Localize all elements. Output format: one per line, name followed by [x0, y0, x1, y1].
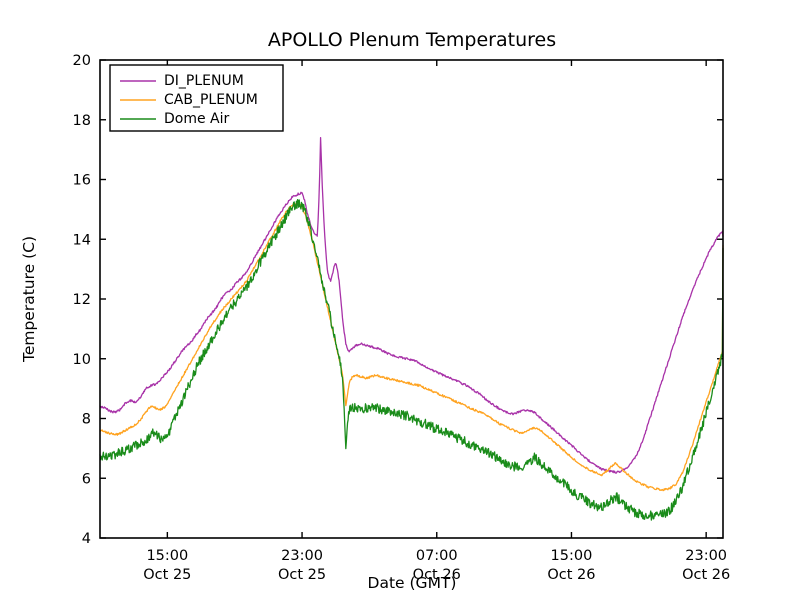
- x-tick-label-date: Oct 25: [278, 567, 326, 583]
- plot-frame: [99, 59, 724, 539]
- y-axis-ticks: 4 6 8 10 12 14 16 18 20: [73, 53, 723, 547]
- y-tick-label: 4: [82, 531, 91, 547]
- series-line-di-plenum: [99, 137, 724, 474]
- series-line-cab-plenum: [99, 202, 724, 492]
- x-tick-label-time: 15:00: [551, 548, 593, 564]
- x-tick-label-time: 23:00: [685, 548, 727, 564]
- x-tick-label-time: 15:00: [146, 548, 188, 564]
- chart-title: APOLLO Plenum Temperatures: [268, 29, 556, 51]
- y-tick-label: 8: [82, 412, 91, 428]
- y-tick-label: 12: [73, 292, 91, 308]
- chart-legend[interactable]: DI_PLENUM CAB_PLENUM Dome Air: [109, 64, 284, 132]
- series-line-dome-air: [99, 199, 724, 521]
- x-tick-label-date: Oct 25: [143, 567, 191, 583]
- y-tick-label: 14: [73, 232, 91, 248]
- x-tick-label-date: Oct 26: [413, 567, 461, 583]
- legend-label-cab-plenum[interactable]: CAB_PLENUM: [164, 92, 258, 108]
- x-tick-label-date: Oct 26: [547, 567, 595, 583]
- y-tick-label: 10: [73, 352, 91, 368]
- y-tick-label: 16: [73, 173, 91, 189]
- series-lines: [99, 137, 724, 521]
- legend-label-di-plenum[interactable]: DI_PLENUM: [164, 73, 244, 89]
- x-axis-label: Date (GMT): [368, 574, 457, 592]
- legend-background: [109, 64, 284, 132]
- x-axis-ticks: 15:00 Oct 25 23:00 Oct 25 07:00 Oct 26 15:00 Oc…: [143, 60, 730, 583]
- y-tick-label: 6: [82, 471, 91, 487]
- legend-label-dome-air[interactable]: Dome Air: [164, 111, 230, 127]
- x-tick-label-date: Oct 26: [682, 567, 730, 583]
- x-tick-label-time: 07:00: [416, 548, 458, 564]
- y-axis-label: Temperature (C): [20, 236, 38, 363]
- plot-area-background: [100, 60, 723, 538]
- y-tick-label: 20: [73, 53, 91, 69]
- x-tick-label-time: 23:00: [281, 548, 323, 564]
- y-tick-label: 18: [73, 113, 91, 129]
